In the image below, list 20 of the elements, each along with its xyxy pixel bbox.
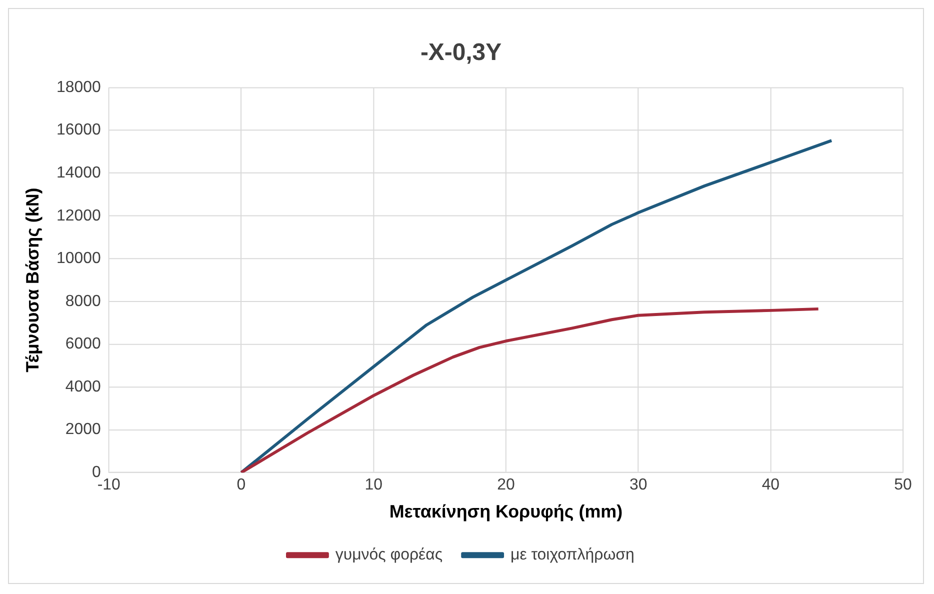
legend-label: γυμνός φορέας (335, 546, 443, 564)
y-tick-label: 8000 (65, 292, 102, 310)
x-tick-label: 50 (894, 476, 912, 494)
y-axis-title: Τέμνουσα Βάσης (kN) (22, 188, 43, 372)
y-tick-label: 4000 (65, 378, 102, 396)
chart-title: -X-0,3Y (420, 38, 502, 66)
x-tick-label: 30 (629, 476, 648, 494)
y-tick-label: 10000 (56, 250, 102, 268)
y-tick-label: 16000 (56, 122, 102, 139)
legend-label: με τοιχοπλήρωση (510, 546, 634, 564)
x-tick-label: 10 (364, 476, 383, 494)
x-axis-title: Μετακίνηση Κορυφής (mm) (389, 501, 623, 522)
y-tick-label: 18000 (56, 78, 102, 96)
y-tick-label: 2000 (65, 421, 102, 438)
y-tick-label: 14000 (56, 164, 102, 182)
x-tick-label: 20 (497, 476, 515, 494)
x-tick-label: 0 (236, 476, 246, 494)
x-tick-label: 40 (762, 476, 780, 494)
y-tick-label: 6000 (65, 336, 102, 353)
y-tick-label: 12000 (56, 207, 102, 224)
